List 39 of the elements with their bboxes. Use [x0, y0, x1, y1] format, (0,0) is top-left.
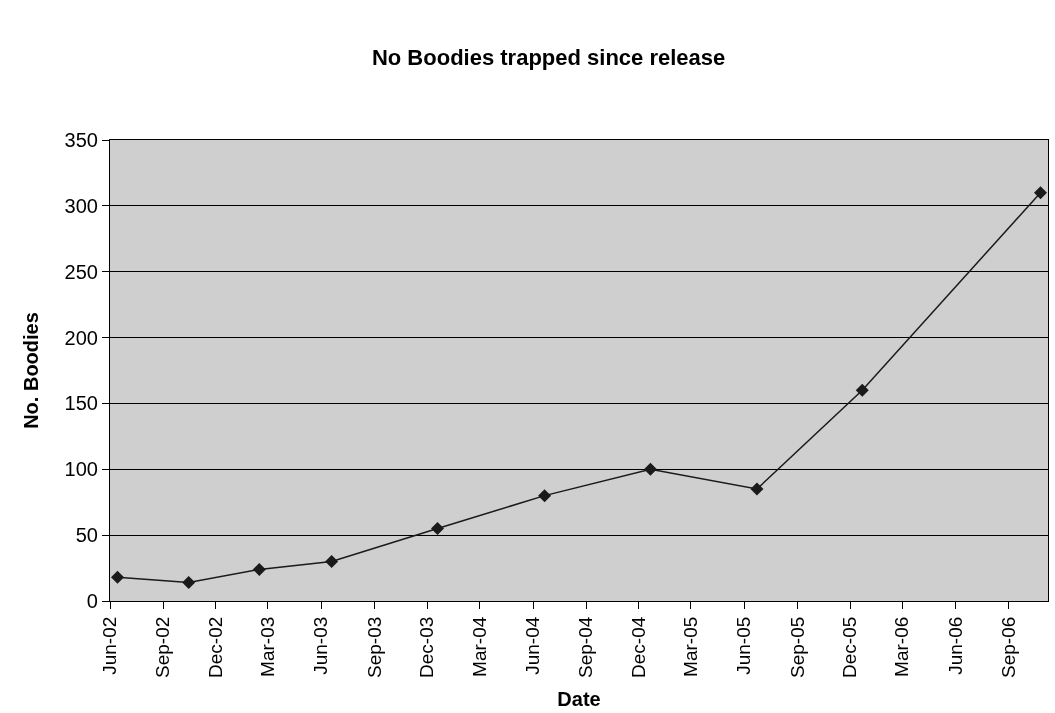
- y-tick-label: 300: [64, 194, 98, 217]
- x-tick-label: Sep-02: [152, 616, 174, 678]
- x-tick-label: Dec-05: [839, 616, 861, 678]
- x-tick-label: Sep-03: [363, 616, 385, 678]
- point: [750, 482, 764, 496]
- x-tick-label: Jun-03: [310, 616, 332, 675]
- x-tick-label: Sep-04: [575, 616, 597, 678]
- x-axis-title: Date: [557, 688, 601, 711]
- point: [325, 554, 339, 568]
- point: [431, 522, 445, 536]
- x-tick-label: Sep-06: [997, 616, 1019, 678]
- x-tick-label: Mar-04: [468, 616, 490, 677]
- y-tick-label: 250: [64, 260, 98, 283]
- x-tick-label: Jun-02: [99, 616, 121, 675]
- point: [182, 576, 196, 590]
- y-axis-title: No. Boodies: [20, 312, 43, 429]
- x-tick-label: Dec-04: [628, 616, 650, 678]
- x-tick-label: Mar-06: [891, 616, 913, 677]
- point: [855, 383, 869, 397]
- x-tick-label: Mar-05: [680, 616, 702, 677]
- x-tick-label: Jun-04: [522, 616, 544, 675]
- y-tick-label: 50: [75, 524, 98, 547]
- y-tick-label: 150: [64, 392, 98, 415]
- x-tick-label: Jun-05: [733, 616, 755, 675]
- y-tick-label: 350: [64, 129, 98, 151]
- point: [1033, 186, 1047, 200]
- x-tick-label: Mar-03: [257, 616, 279, 677]
- y-tick-label: 100: [64, 458, 98, 481]
- chart-title: No Boodies trapped since release: [371, 45, 726, 71]
- point: [538, 489, 552, 503]
- x-tick-label: Jun-06: [944, 616, 966, 675]
- y-tick-label: 200: [64, 326, 98, 349]
- x-tick-label: Dec-03: [416, 616, 438, 678]
- x-tick-label: Dec-02: [205, 616, 227, 678]
- point: [111, 570, 125, 584]
- x-tick-label: Sep-05: [786, 616, 808, 678]
- y-tick-label: 0: [86, 590, 98, 612]
- point: [252, 562, 266, 576]
- point: [643, 462, 657, 476]
